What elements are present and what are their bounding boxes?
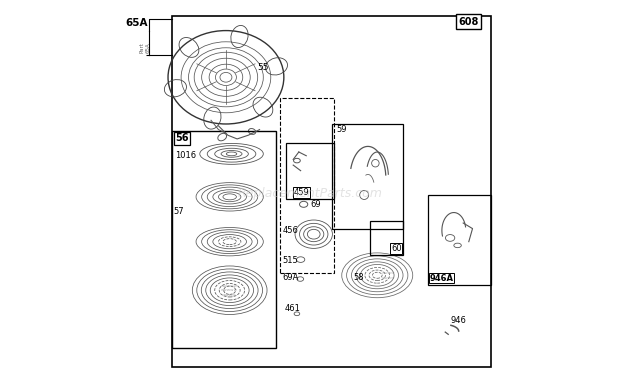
Text: 58: 58: [353, 273, 363, 282]
Text: 60: 60: [391, 244, 402, 253]
Text: Part
65A: Part 65A: [140, 42, 150, 53]
Text: wwww
wwww: wwww wwww: [382, 271, 395, 280]
Text: 56: 56: [175, 134, 189, 143]
Text: 69: 69: [310, 200, 321, 209]
Text: 461: 461: [285, 304, 301, 313]
Text: 65A: 65A: [125, 18, 148, 27]
Text: 608: 608: [458, 17, 479, 27]
Text: 59: 59: [336, 125, 347, 134]
Text: 57: 57: [174, 207, 184, 216]
Text: 69A: 69A: [283, 273, 299, 282]
Text: 946A: 946A: [430, 274, 454, 283]
Text: ReplacementParts.com: ReplacementParts.com: [237, 187, 383, 200]
Text: wwwww
wwwww
wwww: wwwww wwwww wwww: [221, 284, 238, 297]
Text: 515: 515: [283, 256, 298, 265]
Text: 55: 55: [258, 63, 269, 72]
Text: 459: 459: [294, 188, 309, 197]
Text: 1016: 1016: [175, 151, 197, 160]
Text: 946: 946: [450, 316, 466, 325]
Text: 456: 456: [283, 226, 299, 235]
